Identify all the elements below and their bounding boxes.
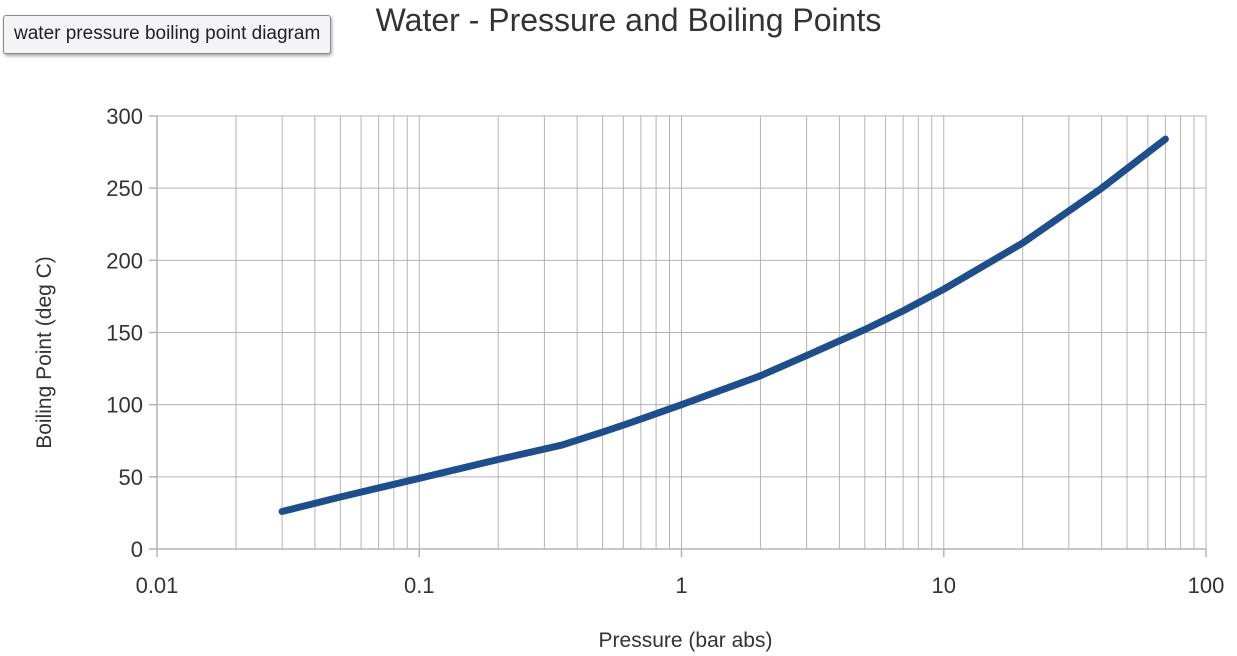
data-point: [602, 431, 604, 433]
x-tick-label: 0.01: [136, 573, 179, 598]
data-point: [902, 310, 904, 312]
data-point: [640, 418, 642, 420]
y-tick-label: 300: [106, 104, 143, 129]
x-tick-label: 1: [675, 573, 687, 598]
axes: [149, 115, 1207, 557]
data-point: [806, 355, 808, 357]
tooltip: water pressure boiling point diagram: [3, 15, 332, 54]
data-point: [281, 510, 283, 512]
y-tick-label: 50: [119, 465, 143, 490]
x-tick-label: 10: [932, 573, 956, 598]
series-line: [278, 135, 1169, 515]
x-tick-label: 100: [1188, 573, 1225, 598]
data-point: [497, 459, 499, 461]
data-point: [681, 404, 682, 406]
data-point: [561, 444, 563, 446]
y-tick-label: 200: [106, 248, 143, 273]
data-point: [418, 477, 420, 479]
y-tick-label: 250: [106, 176, 143, 201]
data-point: [1164, 138, 1166, 140]
data-point: [943, 288, 945, 290]
x-tick-label: 0.1: [404, 573, 435, 598]
data-point: [1022, 242, 1024, 244]
y-tick-label: 150: [106, 321, 143, 346]
y-tick-label: 100: [106, 393, 143, 418]
series-layer: [278, 135, 1169, 515]
labels: 0 50 100 150 200 250 300 0.01 0.1 1 10 100 Pressure …: [33, 104, 1224, 652]
data-point: [1101, 187, 1103, 189]
y-axis-title: Boiling Point (deg C): [33, 256, 56, 449]
grid: [156, 115, 1207, 550]
y-tick-label: 0: [131, 537, 143, 562]
data-point: [759, 375, 761, 377]
data-point: [339, 496, 341, 498]
x-axis-title: Pressure (bar abs): [599, 629, 773, 652]
data-point: [864, 329, 866, 331]
chart-title: Water - Pressure and Boiling Points: [375, 2, 882, 38]
